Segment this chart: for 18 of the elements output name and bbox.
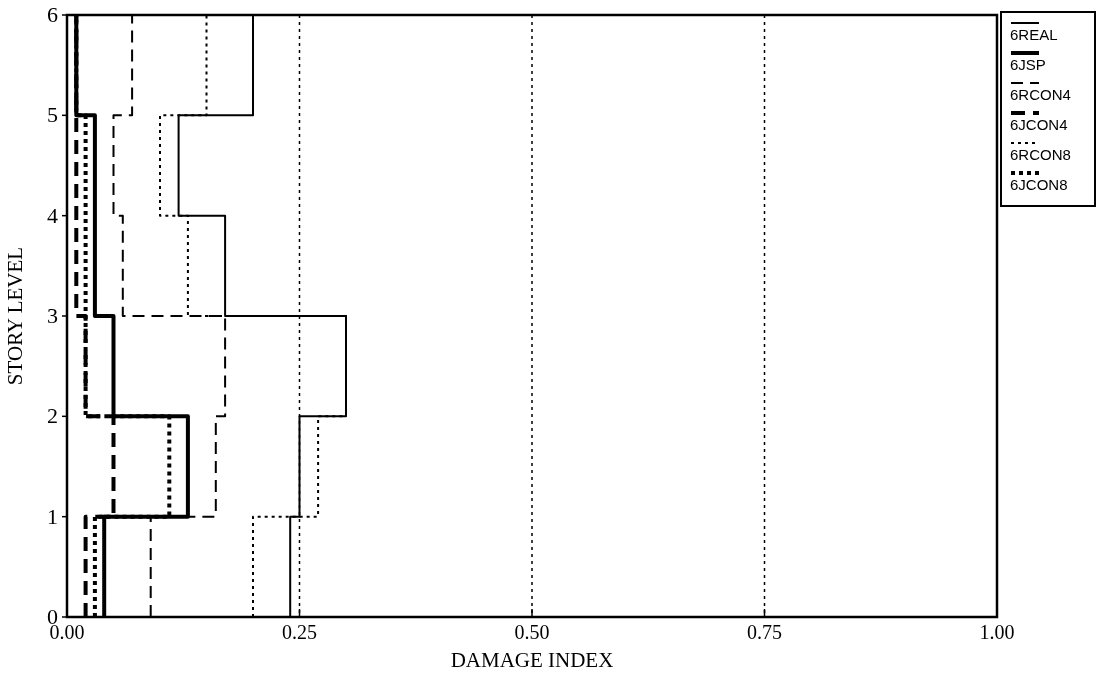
legend-label: 6RCON4	[1010, 86, 1071, 103]
x-tick-label: 0.75	[747, 621, 782, 643]
y-tick-label: 1	[47, 503, 58, 529]
legend-label: 6RCON8	[1010, 146, 1071, 163]
y-tick-label: 4	[47, 202, 58, 228]
y-tick-label: 6	[47, 2, 58, 27]
y-tick-label: 5	[47, 102, 58, 128]
x-axis-title: DAMAGE INDEX	[450, 648, 614, 672]
legend-label: 6REAL	[1010, 26, 1058, 43]
x-tick-label: 0.25	[282, 621, 317, 643]
x-tick-label: 1.00	[979, 621, 1015, 643]
y-tick-label: 3	[47, 303, 58, 328]
y-axis-title: STORY LEVEL	[3, 246, 27, 386]
legend-label: 6JCON8	[1010, 176, 1068, 193]
x-tick-label: 0.50	[514, 621, 550, 643]
legend-label: 6JCON4	[1010, 116, 1068, 133]
y-tick-label: 2	[47, 403, 58, 429]
legend-label: 6JSP	[1010, 56, 1046, 73]
